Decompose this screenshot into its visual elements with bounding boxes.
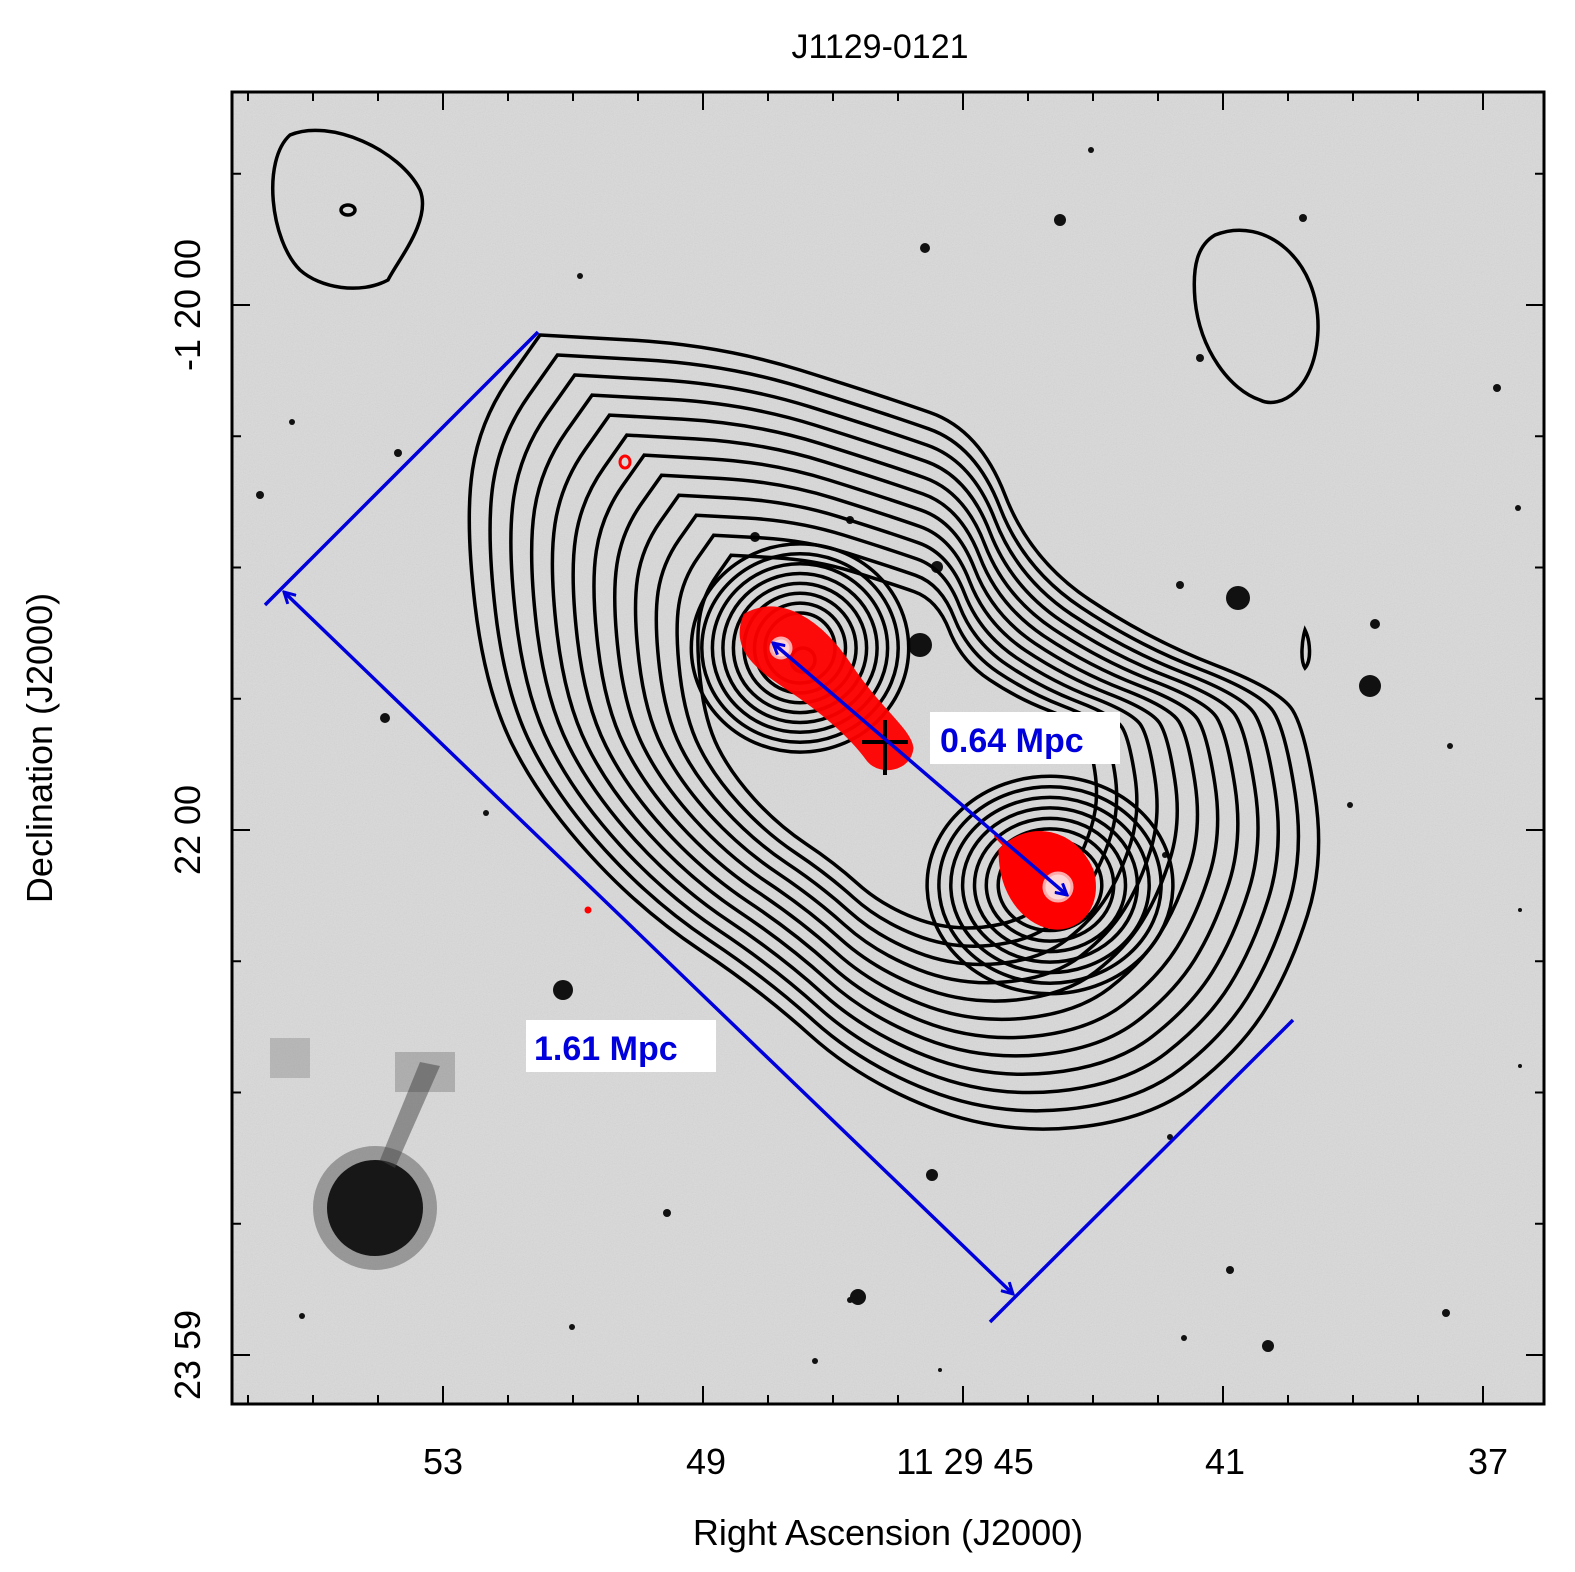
outer-scale-bottom-tick xyxy=(988,1018,1295,1324)
axis-ticks xyxy=(232,92,1544,1404)
star xyxy=(289,419,295,425)
y-axis-label: Declination (J2000) xyxy=(19,593,60,903)
star xyxy=(1493,384,1501,392)
inner-scale-label-box: 0.64 Mpc xyxy=(930,712,1120,764)
x-tick-label: 53 xyxy=(423,1441,463,1482)
inner-scale-arrow xyxy=(773,643,1067,895)
star xyxy=(938,1368,942,1372)
star xyxy=(1226,1266,1234,1274)
star xyxy=(299,1313,305,1319)
star xyxy=(483,810,489,816)
star xyxy=(1262,1340,1274,1352)
star xyxy=(394,449,402,457)
star xyxy=(1054,214,1066,226)
star xyxy=(847,1297,853,1303)
x-tick-label: 37 xyxy=(1468,1441,1508,1482)
y-tick-label: 23 59 xyxy=(167,1310,208,1400)
star xyxy=(1518,1064,1522,1068)
star xyxy=(1181,1335,1187,1341)
y-tick-label: -1 20 00 xyxy=(167,239,208,371)
star xyxy=(1442,1309,1450,1317)
outer-scale-label-box: 1.61 Mpc xyxy=(526,1020,716,1072)
x-tick-label: 11 29 45 xyxy=(896,1441,1033,1482)
star xyxy=(1167,1134,1173,1140)
star xyxy=(1299,214,1307,222)
star xyxy=(1447,743,1453,749)
x-axis-label: Right Ascension (J2000) xyxy=(693,1512,1083,1553)
star xyxy=(1515,505,1521,511)
star xyxy=(569,1324,575,1330)
star xyxy=(1176,581,1184,589)
star xyxy=(1196,354,1204,362)
x-tick-label: 41 xyxy=(1205,1441,1245,1482)
star xyxy=(1359,675,1381,697)
star xyxy=(1347,802,1353,808)
figure-title: J1129-0121 xyxy=(791,28,968,66)
y-tick-label: 22 00 xyxy=(167,785,208,875)
star xyxy=(850,1289,866,1305)
star xyxy=(926,1169,938,1181)
star xyxy=(1088,147,1094,153)
scale-markers xyxy=(263,330,1295,1324)
star xyxy=(663,1209,671,1217)
star xyxy=(1518,908,1522,912)
x-tick-label: 49 xyxy=(686,1441,726,1482)
star xyxy=(256,491,264,499)
x-tick-labels: 53 49 11 29 45 41 37 xyxy=(423,1441,1508,1482)
star xyxy=(1370,619,1380,629)
plot-frame xyxy=(230,90,1546,1406)
star xyxy=(920,243,930,253)
star xyxy=(577,273,583,279)
outer-scale-label: 1.61 Mpc xyxy=(534,1030,678,1068)
star xyxy=(553,980,573,1000)
star xyxy=(1226,586,1250,610)
outer-scale-top-tick xyxy=(263,330,540,607)
outer-scale-arrow xyxy=(284,592,1013,1294)
inner-scale-label: 0.64 Mpc xyxy=(940,722,1084,760)
y-tick-labels: -1 20 00 22 00 23 59 xyxy=(167,239,208,1400)
star xyxy=(380,713,390,723)
star xyxy=(908,633,932,657)
star xyxy=(812,1358,818,1364)
